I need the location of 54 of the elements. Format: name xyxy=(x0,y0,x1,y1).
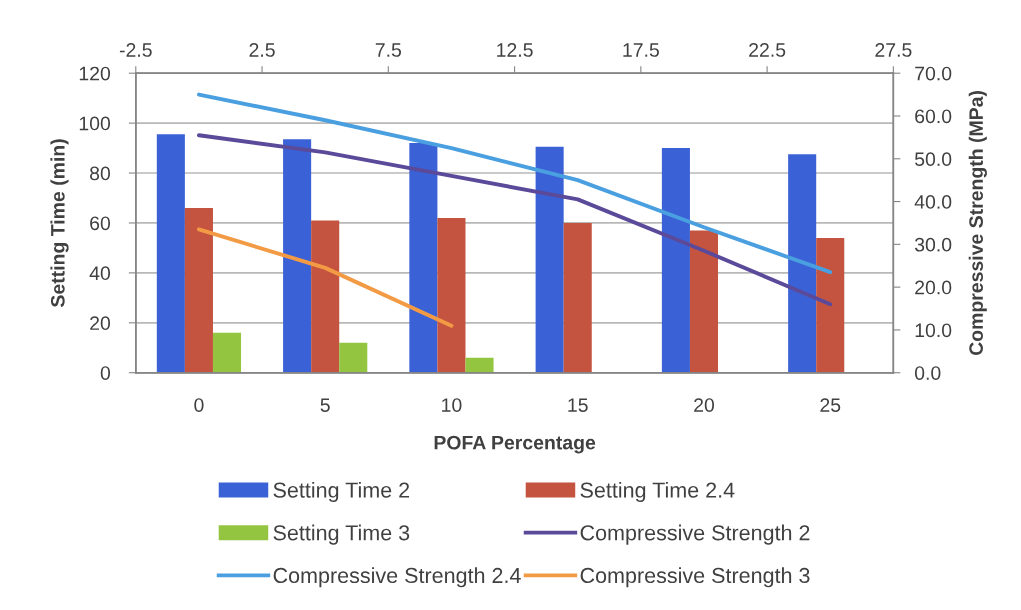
legend-label: Compressive Strength 3 xyxy=(580,567,810,588)
y2-tick-label: 40.0 xyxy=(914,195,952,209)
y-tick-label: 20 xyxy=(90,316,111,331)
y2-tick-label: 60.0 xyxy=(915,109,952,124)
y2-tick-label: 50.0 xyxy=(914,152,952,167)
bar xyxy=(788,154,817,373)
y2-tick-label: 70.0 xyxy=(915,66,952,81)
y2-tick-label: 0.0 xyxy=(914,366,941,380)
bar xyxy=(535,146,564,373)
x-axis-title: POFA Percentage xyxy=(434,435,596,454)
bar xyxy=(283,139,312,373)
y-tick-label: 100 xyxy=(79,116,111,131)
legend-label: Compressive Strength 2.4 xyxy=(273,567,521,588)
legend-label: Setting Time 3 xyxy=(273,524,410,545)
y-tick-label: 60 xyxy=(90,216,111,231)
bar xyxy=(409,143,438,373)
x-tick-label: 5 xyxy=(320,398,330,412)
y-tick-label: 40 xyxy=(89,266,111,281)
x-tick-label: 0 xyxy=(194,398,204,412)
bar xyxy=(212,332,242,373)
legend-label: Compressive Strength 2 xyxy=(580,524,810,545)
bar xyxy=(563,222,592,373)
x-tick-label: 15 xyxy=(568,398,588,412)
bar xyxy=(689,230,719,373)
y2-axis-title: Compressive Strength (MPa) xyxy=(968,91,987,356)
bar xyxy=(437,217,466,373)
y2-tick-label: 10.0 xyxy=(915,323,952,338)
x2-tick-label: 17.5 xyxy=(623,43,659,57)
x-tick-label: 25 xyxy=(820,398,841,412)
legend-label: Setting Time 2.4 xyxy=(580,481,735,503)
bar xyxy=(661,148,690,373)
bar xyxy=(465,357,494,373)
x-tick-label: 20 xyxy=(694,398,715,412)
y-tick-label: 80 xyxy=(90,166,111,181)
bar xyxy=(816,237,845,373)
y2-tick-label: 30.0 xyxy=(914,237,952,252)
line-series xyxy=(196,133,833,307)
x2-tick-label: -2.5 xyxy=(119,43,152,57)
x2-tick-label: 2.5 xyxy=(249,43,275,57)
y-tick-label: 0 xyxy=(100,366,111,380)
x-tick-label: 10 xyxy=(442,398,462,412)
line-series xyxy=(196,92,833,275)
legend-label: Setting Time 2 xyxy=(273,481,410,503)
y-tick-label: 120 xyxy=(79,66,111,81)
x2-tick-label: 27.5 xyxy=(875,43,912,57)
y-axis-title: Setting Time (min) xyxy=(50,139,69,308)
bar xyxy=(156,134,185,373)
x2-tick-label: 22.5 xyxy=(749,43,786,57)
bar xyxy=(339,342,368,373)
bar xyxy=(184,207,213,373)
x2-tick-label: 7.5 xyxy=(375,43,402,57)
x2-tick-label: 12.5 xyxy=(497,43,533,57)
y2-tick-label: 20.0 xyxy=(915,280,952,295)
bar xyxy=(311,220,340,373)
